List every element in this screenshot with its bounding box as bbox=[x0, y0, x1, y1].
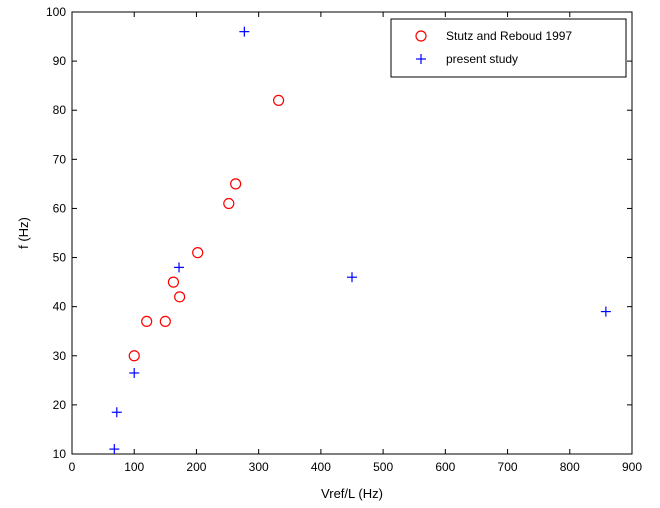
plot-area bbox=[71, 11, 633, 455]
stutz-point bbox=[230, 178, 242, 190]
y-tick-label: 70 bbox=[53, 152, 67, 166]
x-axis-ticks: 0 100 200 300 400 500 600 700 800 900 bbox=[69, 12, 642, 474]
stutz-point bbox=[272, 94, 285, 107]
y-axis-label: f (Hz) bbox=[16, 217, 31, 249]
y-tick-label: 90 bbox=[53, 54, 67, 68]
legend-marker-present bbox=[416, 54, 426, 64]
x-tick-label: 600 bbox=[435, 460, 455, 474]
stutz-point bbox=[167, 276, 180, 288]
stutz-point bbox=[174, 291, 186, 303]
legend-marker-stutz bbox=[415, 30, 427, 42]
stutz-point bbox=[192, 247, 204, 259]
x-tick-label: 0 bbox=[69, 460, 76, 474]
present-study-point bbox=[129, 367, 140, 378]
present-study-point bbox=[600, 306, 611, 317]
x-tick-label: 700 bbox=[498, 460, 518, 474]
legend-label-present: present study bbox=[446, 52, 518, 66]
present-study-point bbox=[347, 272, 357, 283]
present-study-point bbox=[239, 26, 250, 37]
x-tick-label: 800 bbox=[560, 460, 580, 474]
x-tick-label: 100 bbox=[124, 460, 144, 474]
present-study-point bbox=[174, 262, 185, 273]
data-points bbox=[109, 26, 611, 455]
x-tick-label: 400 bbox=[311, 460, 331, 474]
x-tick-label: 900 bbox=[622, 460, 642, 474]
stutz-point bbox=[159, 315, 171, 327]
legend-box bbox=[390, 18, 627, 78]
y-tick-label: 80 bbox=[53, 103, 67, 117]
present-study-point bbox=[111, 407, 122, 418]
y-tick-label: 10 bbox=[53, 447, 67, 461]
x-tick-label: 300 bbox=[249, 460, 269, 474]
y-tick-label: 100 bbox=[46, 5, 66, 19]
legend: Stutz and Reboud 1997 present study bbox=[390, 18, 627, 78]
y-tick-label: 40 bbox=[53, 300, 67, 314]
x-tick-label: 500 bbox=[373, 460, 393, 474]
y-axis-ticks: 10 20 30 40 50 60 70 80 90 100 bbox=[46, 5, 632, 461]
y-tick-label: 60 bbox=[53, 201, 67, 215]
stutz-point bbox=[223, 197, 235, 210]
present-study-point bbox=[109, 444, 120, 455]
stutz-point bbox=[141, 315, 153, 327]
legend-label-stutz: Stutz and Reboud 1997 bbox=[446, 29, 572, 43]
y-tick-label: 30 bbox=[53, 349, 67, 363]
y-tick-label: 20 bbox=[53, 398, 67, 412]
y-tick-label: 50 bbox=[53, 251, 67, 265]
stutz-point bbox=[128, 350, 140, 362]
legend-markers bbox=[415, 30, 427, 64]
x-tick-label: 200 bbox=[186, 460, 206, 474]
x-axis-label: Vref/L (Hz) bbox=[321, 486, 383, 501]
